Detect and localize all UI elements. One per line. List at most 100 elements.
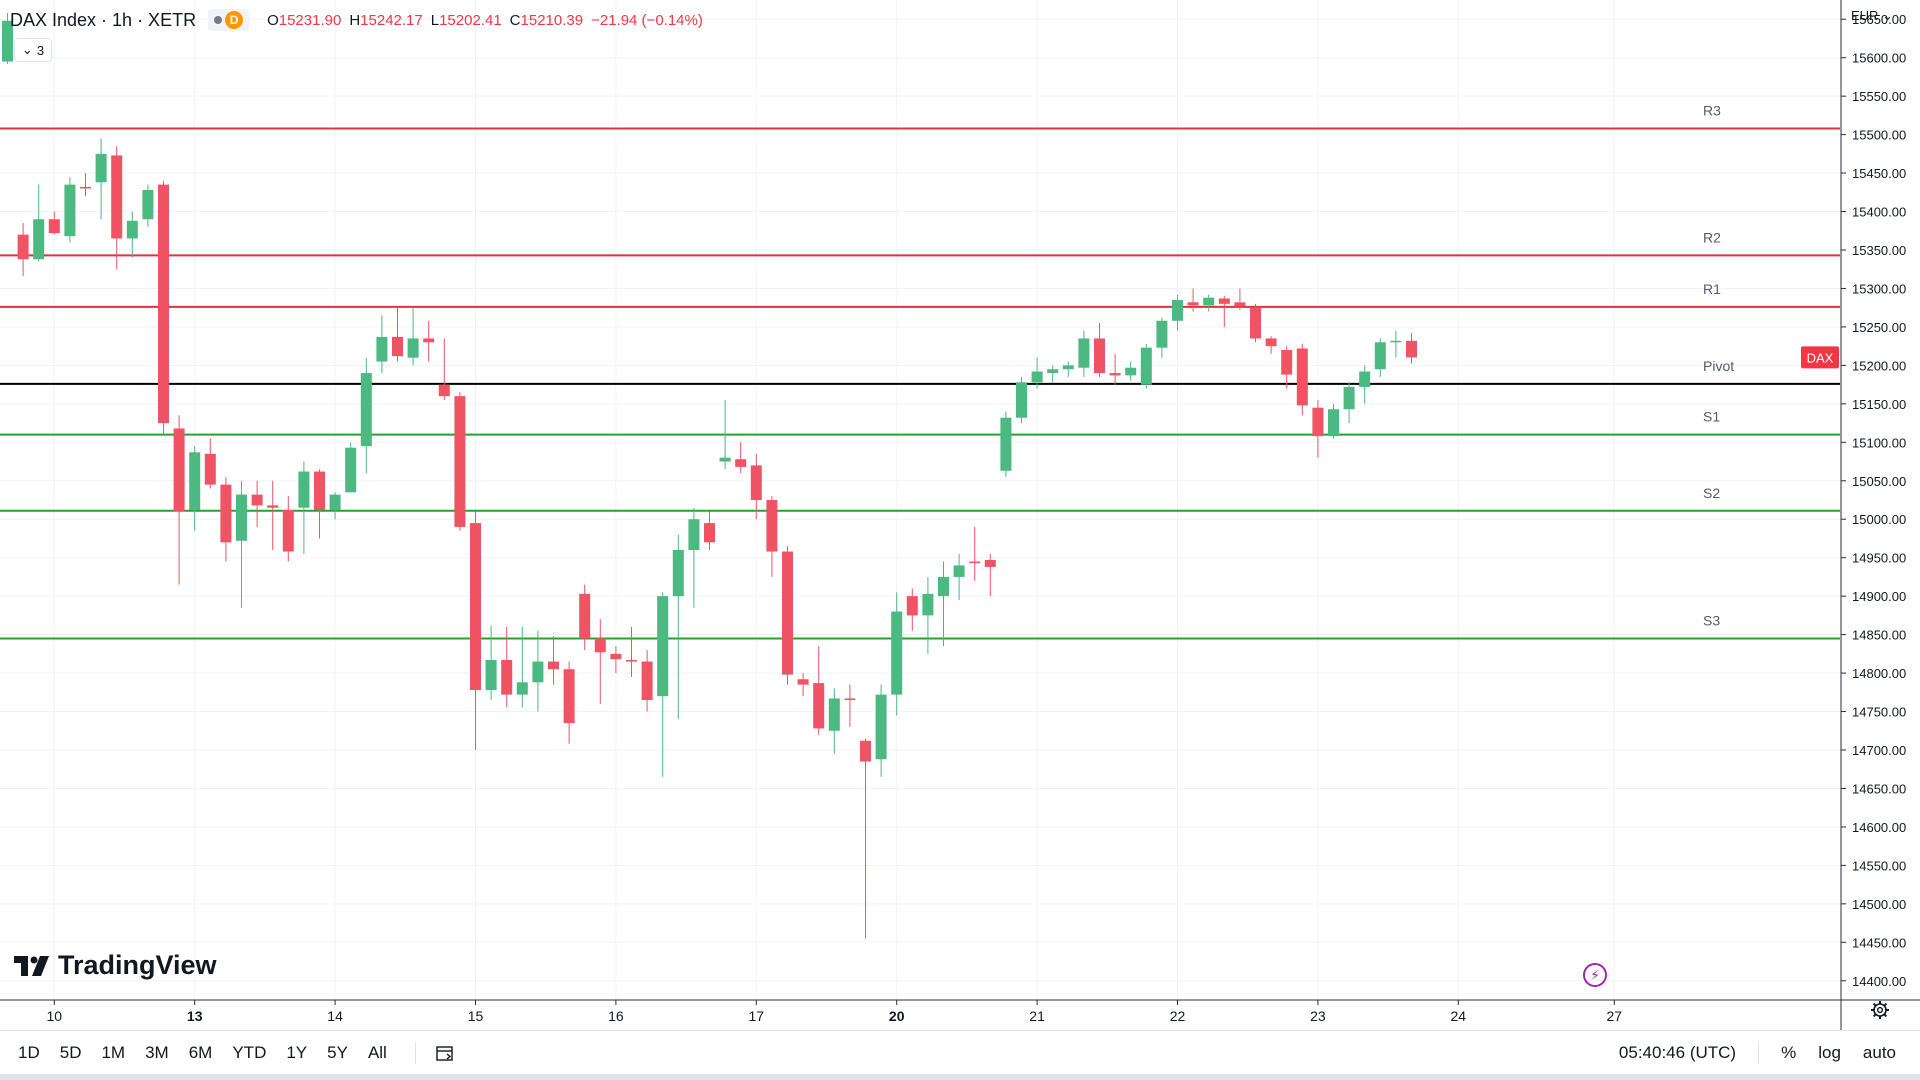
candle-body	[189, 452, 201, 510]
high-value: H15242.17	[349, 11, 423, 29]
symbol-title[interactable]: DAX Index · 1h · XETR	[10, 9, 197, 30]
candle-body	[532, 661, 544, 683]
y-tick-label: 14750.00	[1852, 705, 1906, 720]
candle	[1109, 353, 1121, 385]
bottom-right-controls: 05:40:46 (UTC) % log auto	[1619, 1042, 1896, 1064]
candle	[1234, 288, 1246, 310]
candle	[1312, 400, 1324, 458]
candle-body	[922, 593, 934, 616]
candle	[1265, 336, 1277, 354]
candle-body	[80, 186, 91, 189]
chevron-down-icon: ⌄	[1878, 8, 1893, 23]
candlestick-chart[interactable]: R3 R2 R1 Pivot S1 S2 S3 15650.00 15600.00 15550.…	[0, 0, 1920, 1030]
timeframe-ytd[interactable]: YTD	[232, 1043, 267, 1062]
candle	[376, 315, 388, 374]
candle	[345, 442, 357, 493]
candle	[1374, 338, 1386, 377]
timeframe-5d[interactable]: 5D	[59, 1043, 82, 1062]
utc-clock[interactable]: 05:40:46 (UTC)	[1618, 1043, 1737, 1062]
candle-body	[953, 565, 965, 577]
y-tick-label: 14400.00	[1852, 974, 1906, 989]
level-label-r3: R3	[1703, 102, 1721, 118]
candle-body	[204, 453, 216, 485]
timeframe-1m[interactable]: 1M	[101, 1043, 126, 1062]
gear-icon[interactable]	[1870, 1000, 1890, 1020]
candle-body	[766, 500, 778, 552]
timeframe-3m[interactable]: 3M	[145, 1043, 169, 1062]
y-tick-label: 15100.00	[1852, 435, 1906, 450]
candle-body	[891, 611, 903, 695]
open-label: O	[267, 11, 279, 29]
y-tick-label: 14550.00	[1852, 858, 1906, 873]
market-status-flag[interactable]: D	[208, 9, 250, 31]
candle	[797, 673, 809, 697]
candle-body	[282, 510, 294, 552]
tradingview-logo[interactable]: TradingView	[14, 950, 217, 981]
candle	[984, 553, 996, 597]
timeframe-all[interactable]: All	[367, 1043, 387, 1062]
candle	[1000, 411, 1012, 477]
timeframe-1d[interactable]: 1D	[18, 1043, 40, 1062]
candle-body	[1140, 347, 1152, 385]
grid-layer	[0, 0, 1840, 1000]
y-tick-label: 15550.00	[1852, 89, 1906, 104]
currency-selector[interactable]: EUR ⌄	[1851, 8, 1893, 24]
candle	[750, 453, 762, 520]
candle	[1047, 365, 1059, 383]
candle	[438, 338, 450, 400]
candle	[594, 619, 606, 704]
candle-body	[454, 396, 466, 527]
candle-body	[1312, 407, 1324, 437]
candle-body	[1125, 367, 1137, 376]
candle	[953, 553, 965, 600]
candle-body	[516, 682, 528, 695]
timeframe-5y[interactable]: 5Y	[327, 1043, 348, 1062]
currency-label: EUR	[1851, 8, 1879, 23]
candle-body	[360, 373, 372, 447]
candle-body	[969, 561, 981, 564]
candle	[875, 684, 887, 777]
candle	[423, 320, 435, 362]
y-tick-label: 14500.00	[1852, 897, 1906, 912]
y-tick-label: 15000.00	[1852, 512, 1906, 527]
candle-body	[407, 338, 419, 358]
y-tick-label: 15250.00	[1852, 320, 1906, 335]
candle-body	[906, 596, 918, 616]
candle-body	[33, 219, 45, 260]
candle-body	[1000, 417, 1012, 471]
x-tick-label: 14	[327, 1008, 343, 1024]
delayed-data-icon: D	[225, 11, 244, 29]
y-tick-label: 15050.00	[1852, 474, 1906, 489]
y-tick-label: 14700.00	[1852, 743, 1906, 758]
candle-body	[782, 551, 793, 675]
x-tick-label: 20	[889, 1008, 905, 1024]
candle-body	[1218, 298, 1230, 304]
timeframe-6m[interactable]: 6M	[188, 1043, 213, 1062]
candle-body	[828, 698, 840, 731]
y-tick-label: 14950.00	[1852, 551, 1906, 566]
candle	[657, 592, 669, 777]
candle-body	[1328, 409, 1339, 437]
candle	[1016, 376, 1027, 424]
timeframe-1y[interactable]: 1Y	[286, 1043, 308, 1062]
candle	[1094, 323, 1105, 377]
candle-body	[641, 661, 653, 700]
candle	[548, 636, 559, 685]
percent-scale-toggle[interactable]: %	[1781, 1043, 1797, 1062]
low-value: L15202.41	[430, 11, 502, 29]
auto-scale-toggle[interactable]: auto	[1862, 1043, 1896, 1062]
candle-body	[1031, 371, 1043, 383]
candle-body	[298, 471, 310, 508]
candle-body	[1265, 338, 1277, 347]
log-scale-toggle[interactable]: log	[1818, 1043, 1841, 1062]
candle-body	[251, 494, 263, 506]
candle	[688, 507, 700, 608]
candle	[95, 138, 107, 220]
go-to-date-icon[interactable]	[434, 1043, 456, 1063]
candle	[672, 534, 684, 720]
candle-body	[672, 550, 684, 597]
candle	[111, 146, 123, 270]
lightning-icon[interactable]: ⚡	[1583, 963, 1607, 987]
candle	[1125, 361, 1137, 381]
indicators-toggle[interactable]: ⌄ 3	[14, 38, 52, 62]
